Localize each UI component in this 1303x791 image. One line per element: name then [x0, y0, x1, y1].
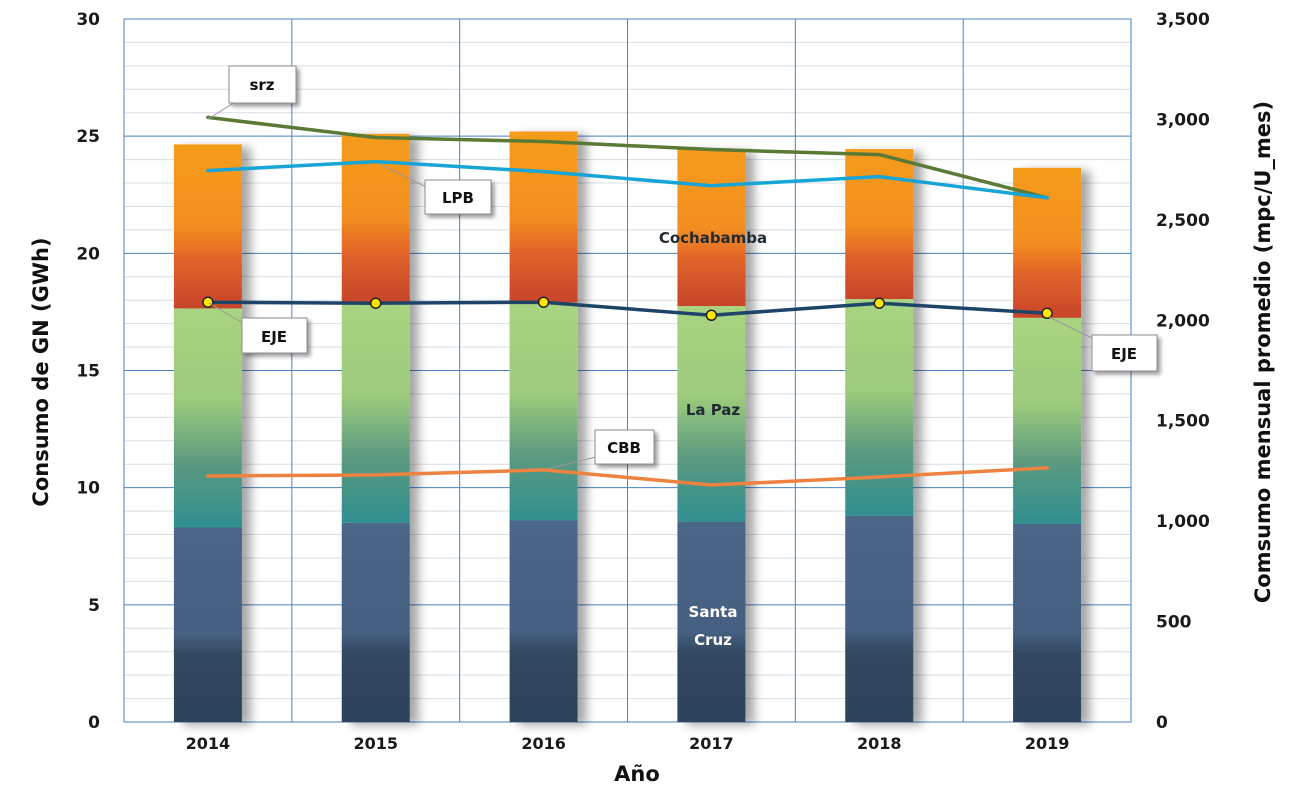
bar-segment-cochabamba [845, 149, 913, 299]
bar-segment-santa-cruz [510, 520, 578, 722]
x-tick-label: 2017 [689, 734, 734, 753]
y-tick-label: 20 [76, 244, 100, 264]
bar-segment-la-paz [1013, 318, 1081, 524]
y-tick-label: 25 [76, 127, 100, 147]
bar-segment-santa-cruz [342, 523, 410, 722]
y2-tick-label: 1,000 [1156, 512, 1210, 532]
x-tick-label: 2019 [1025, 734, 1070, 753]
y-tick-label: 10 [76, 479, 100, 499]
marker-eje [371, 298, 381, 308]
segment-label-santa-cruz-line1: Santa [689, 603, 738, 621]
callout-lpb-text: LPB [442, 189, 474, 207]
marker-eje [539, 297, 549, 307]
bar-segment-santa-cruz [1013, 524, 1081, 722]
y-tick-label: 30 [76, 10, 100, 30]
right-axis-ticks: 0 500 1,000 1,500 2,000 2,500 3,000 3,500 [1156, 10, 1210, 733]
y2-tick-label: 1,500 [1156, 412, 1210, 432]
bar-segment-santa-cruz [677, 522, 745, 722]
bar-segment-cochabamba [510, 131, 578, 302]
y-tick-label: 5 [88, 596, 100, 616]
x-axis-ticks: 2014 2015 2016 2017 2018 2019 [186, 734, 1070, 753]
callout-srz-text: srz [249, 76, 274, 94]
stacked-bar [845, 149, 913, 722]
x-tick-label: 2016 [521, 734, 566, 753]
bar-segment-la-paz [174, 308, 242, 527]
y2-tick-label: 0 [1156, 713, 1168, 733]
y2-tick-label: 3,000 [1156, 110, 1210, 130]
y-axis-title: Consumo de GN (GWh) [29, 237, 53, 506]
y2-tick-label: 3,500 [1156, 10, 1210, 30]
stacked-bar [174, 144, 242, 722]
stacked-bar [1013, 168, 1081, 722]
callout-srz: srz [208, 66, 296, 119]
stacked-bar [510, 131, 578, 722]
segment-label-cochabamba: Cochabamba [659, 229, 767, 247]
marker-eje [874, 298, 884, 308]
segment-label-la-paz: La Paz [686, 401, 741, 419]
y2-tick-label: 500 [1156, 613, 1192, 633]
bar-segment-la-paz [510, 303, 578, 521]
bar-segment-santa-cruz [845, 516, 913, 722]
x-axis-title: Año [614, 762, 660, 786]
y-tick-label: 0 [88, 713, 100, 733]
marker-eje [203, 297, 213, 307]
bar-segment-cochabamba [342, 134, 410, 303]
y2-axis-title: Comsumo mensual promedio (mpc/U_mes) [1251, 101, 1275, 603]
y2-tick-label: 2,000 [1156, 311, 1210, 331]
x-tick-label: 2018 [857, 734, 902, 753]
callout-eje-right-text: EJE [1111, 345, 1137, 363]
y2-tick-label: 2,500 [1156, 211, 1210, 231]
bar-segment-santa-cruz [174, 528, 242, 722]
stacked-bar [342, 134, 410, 722]
callout-eje-left-text: EJE [261, 328, 287, 346]
bar-segment-cochabamba [677, 149, 745, 306]
marker-eje [1042, 308, 1052, 318]
bar-segment-la-paz [342, 303, 410, 523]
segment-label-santa-cruz-line2: Cruz [694, 631, 732, 649]
x-tick-label: 2014 [186, 734, 231, 753]
x-tick-label: 2015 [353, 734, 398, 753]
callout-cbb-text: CBB [607, 439, 641, 457]
left-axis-ticks: 0 5 10 15 20 25 30 [76, 10, 100, 733]
bar-segment-la-paz [845, 299, 913, 516]
marker-eje [706, 310, 716, 320]
y-tick-label: 15 [76, 362, 100, 382]
